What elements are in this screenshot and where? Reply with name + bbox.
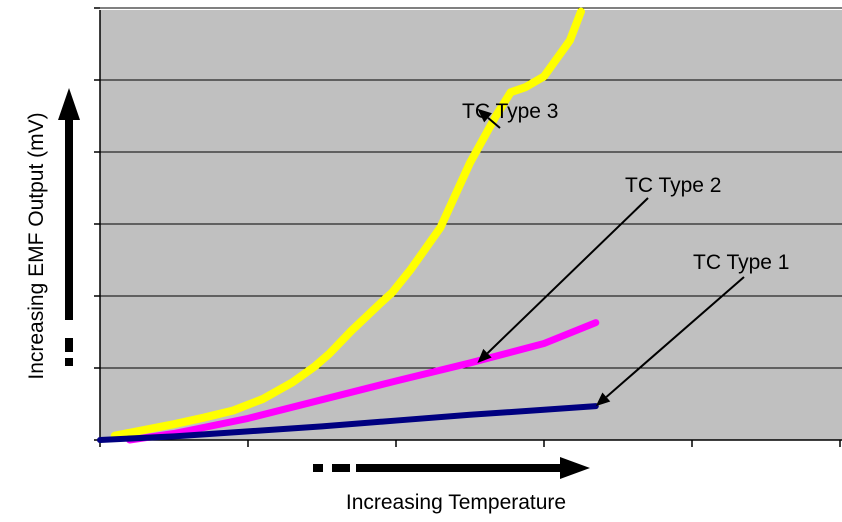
series-line-tc-type-3 [110, 7, 585, 440]
annotation-arrowhead [477, 348, 492, 363]
series-line-tc-type-1 [97, 403, 599, 443]
annotation-arrowhead [595, 392, 611, 407]
x-direction-arrow [313, 457, 590, 479]
annotation-arrow-line [605, 276, 745, 398]
y-axis-title: Increasing EMF Output (mV) [25, 112, 48, 379]
annotations: TC Type 3 TC Type 2 TC Type 1 [462, 100, 790, 274]
annotation-arrow-line [487, 117, 501, 129]
axes [94, 7, 842, 447]
annotation-tc-type-2: TC Type 2 [625, 174, 722, 197]
y-direction-arrow [58, 88, 80, 366]
series-lines [97, 7, 600, 444]
x-axis-title: Increasing Temperature [346, 491, 566, 514]
annotation-arrow-line [486, 197, 649, 354]
gridlines [100, 7, 842, 369]
annotation-tc-type-3: TC Type 3 [462, 100, 559, 123]
annotation-tc-type-1: TC Type 1 [693, 251, 790, 274]
annotation-arrows [477, 108, 745, 407]
plot-area [100, 10, 842, 440]
annotation-arrowhead [477, 108, 492, 123]
series-line-tc-type-2 [126, 319, 600, 444]
